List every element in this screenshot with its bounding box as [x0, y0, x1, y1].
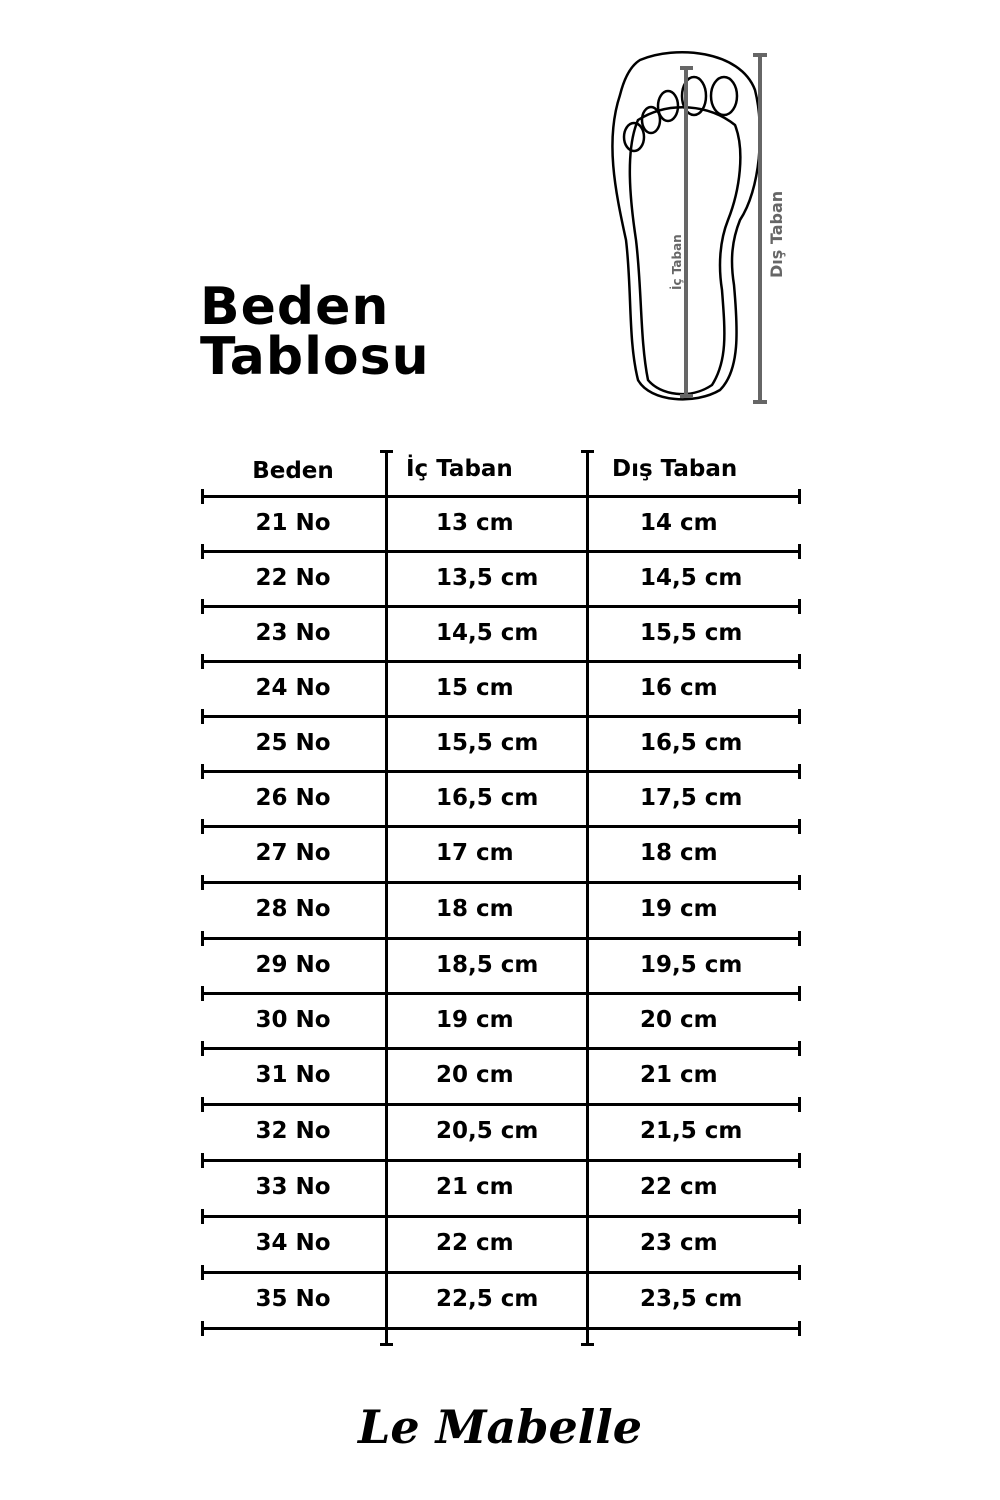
- cell-size: 33 No: [255, 1174, 331, 1200]
- outer-sole-measure: [753, 53, 767, 404]
- cell-inner-length: 20,5 cm: [436, 1118, 539, 1144]
- cell-outer-length: 21,5 cm: [640, 1118, 743, 1144]
- cell-inner-length: 18 cm: [436, 896, 514, 922]
- inner-sole-label: İç Taban: [669, 234, 684, 290]
- cell-size: 35 No: [255, 1286, 331, 1312]
- foot-outline-icon: [611, 51, 762, 401]
- header-ic-taban: İç Taban: [406, 456, 513, 482]
- cell-inner-length: 13 cm: [436, 510, 514, 536]
- cell-outer-length: 23 cm: [640, 1230, 718, 1256]
- title-line-1: Beden: [200, 277, 390, 337]
- brand-logo: Le Mabelle: [358, 1400, 642, 1454]
- row-divider: [201, 875, 801, 890]
- cell-size: 30 No: [255, 1007, 331, 1033]
- cell-outer-length: 19,5 cm: [640, 952, 743, 978]
- cell-size: 27 No: [255, 840, 331, 866]
- cell-size: 34 No: [255, 1230, 331, 1256]
- row-divider: [201, 931, 801, 946]
- title-line-2: Tablosu: [200, 327, 430, 387]
- row-divider: [201, 764, 801, 779]
- cell-outer-length: 14 cm: [640, 510, 718, 536]
- cell-inner-length: 15 cm: [436, 675, 514, 701]
- row-divider: [201, 1209, 801, 1224]
- cell-size: 22 No: [255, 565, 331, 591]
- row-divider: [201, 599, 801, 614]
- row-divider: [201, 1153, 801, 1168]
- cell-outer-length: 19 cm: [640, 896, 718, 922]
- cell-outer-length: 15,5 cm: [640, 620, 743, 646]
- row-divider: [201, 986, 801, 1001]
- inner-sole-measure: [680, 66, 693, 398]
- cell-inner-length: 19 cm: [436, 1007, 514, 1033]
- cell-inner-length: 15,5 cm: [436, 730, 539, 756]
- cell-outer-length: 22 cm: [640, 1174, 718, 1200]
- row-divider: [201, 819, 801, 834]
- cell-size: 25 No: [255, 730, 331, 756]
- cell-inner-length: 22,5 cm: [436, 1286, 539, 1312]
- cell-size: 31 No: [255, 1062, 331, 1088]
- cell-size: 26 No: [255, 785, 331, 811]
- cell-outer-length: 17,5 cm: [640, 785, 743, 811]
- row-divider: [201, 1265, 801, 1280]
- foot-measurement-diagram: İç Taban Dış Taban: [611, 51, 786, 404]
- cell-outer-length: 21 cm: [640, 1062, 718, 1088]
- cell-size: 23 No: [255, 620, 331, 646]
- cell-inner-length: 16,5 cm: [436, 785, 539, 811]
- row-divider: [201, 1097, 801, 1112]
- cell-size: 29 No: [255, 952, 331, 978]
- cell-outer-length: 14,5 cm: [640, 565, 743, 591]
- cell-inner-length: 21 cm: [436, 1174, 514, 1200]
- row-divider: [201, 1041, 801, 1056]
- cell-outer-length: 16,5 cm: [640, 730, 743, 756]
- row-divider: [201, 1321, 801, 1336]
- header-dis-taban: Dış Taban: [612, 456, 738, 482]
- row-divider: [201, 489, 801, 504]
- column-divider: [581, 450, 594, 1346]
- cell-inner-length: 22 cm: [436, 1230, 514, 1256]
- cell-size: 32 No: [255, 1118, 331, 1144]
- cell-inner-length: 13,5 cm: [436, 565, 539, 591]
- cell-outer-length: 23,5 cm: [640, 1286, 743, 1312]
- cell-size: 24 No: [255, 675, 331, 701]
- cell-inner-length: 20 cm: [436, 1062, 514, 1088]
- cell-inner-length: 17 cm: [436, 840, 514, 866]
- cell-size: 21 No: [255, 510, 331, 536]
- cell-outer-length: 18 cm: [640, 840, 718, 866]
- cell-outer-length: 20 cm: [640, 1007, 718, 1033]
- cell-size: 28 No: [255, 896, 331, 922]
- row-divider: [201, 709, 801, 724]
- cell-outer-length: 16 cm: [640, 675, 718, 701]
- cell-inner-length: 14,5 cm: [436, 620, 539, 646]
- cell-inner-length: 18,5 cm: [436, 952, 539, 978]
- column-divider: [380, 450, 393, 1346]
- row-divider: [201, 654, 801, 669]
- row-divider: [201, 544, 801, 559]
- header-beden: Beden: [252, 458, 334, 484]
- outer-sole-label: Dış Taban: [767, 191, 786, 278]
- page-title: Beden Tablosu: [200, 277, 430, 387]
